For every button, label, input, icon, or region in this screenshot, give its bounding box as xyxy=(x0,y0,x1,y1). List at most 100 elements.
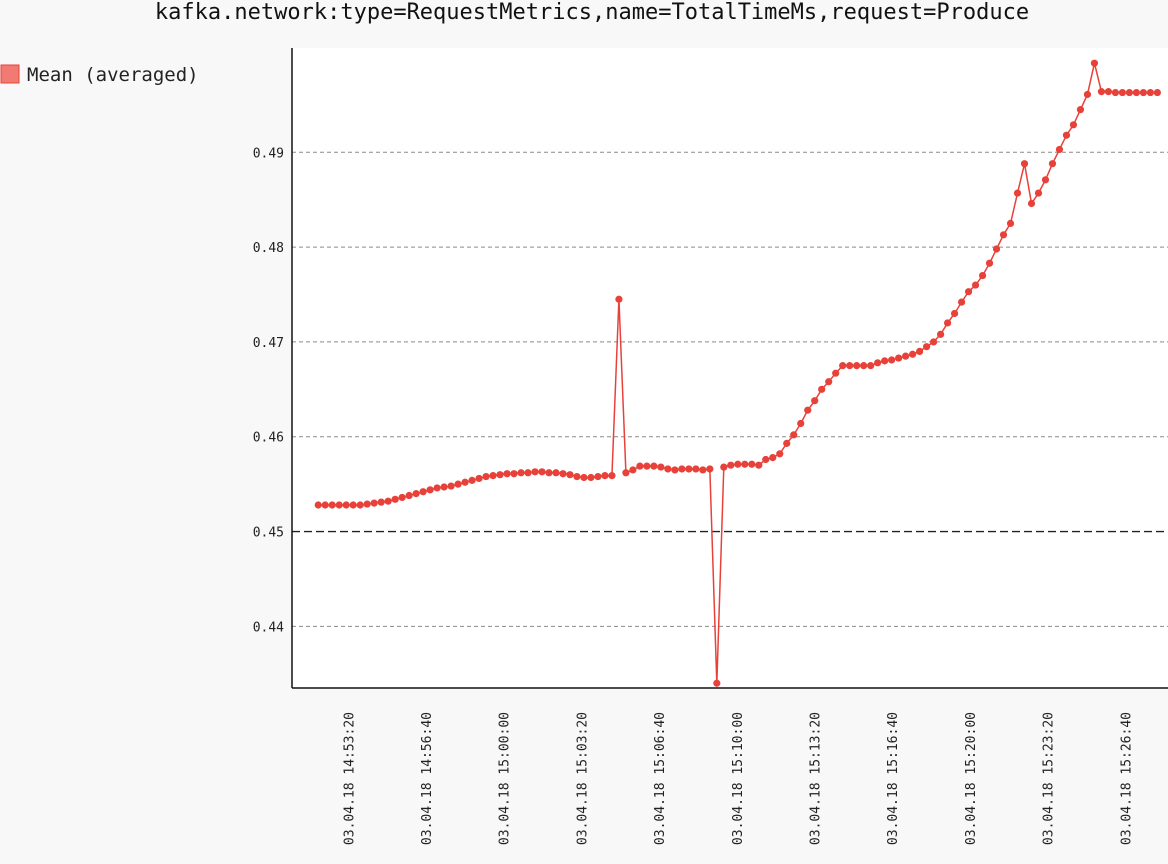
data-point xyxy=(580,473,588,482)
data-point xyxy=(384,497,392,505)
data-point xyxy=(930,338,938,346)
data-point xyxy=(818,385,826,393)
data-point xyxy=(720,463,728,471)
legend: Mean (averaged) xyxy=(0,64,199,86)
data-point xyxy=(762,455,770,464)
data-point xyxy=(943,319,952,327)
data-point xyxy=(846,362,854,370)
data-point xyxy=(853,362,861,370)
data-point xyxy=(370,499,378,507)
x-tick-label: 03.04.18 15:03:20 xyxy=(575,712,590,845)
data-point xyxy=(573,472,581,481)
data-point xyxy=(566,471,574,479)
data-point xyxy=(895,354,903,362)
data-point xyxy=(510,470,518,478)
data-point xyxy=(1006,219,1015,228)
data-point xyxy=(447,482,455,490)
data-point xyxy=(971,281,980,289)
data-point xyxy=(1041,176,1050,184)
data-point xyxy=(517,469,525,477)
data-point xyxy=(398,493,406,502)
data-point xyxy=(636,462,644,470)
data-point xyxy=(363,500,371,508)
data-point xyxy=(1034,189,1043,197)
x-tick-label: 03.04.18 15:23:20 xyxy=(1042,712,1057,845)
x-tick-label: 03.04.18 14:53:20 xyxy=(342,712,357,845)
data-point xyxy=(699,466,707,474)
data-point xyxy=(482,472,490,481)
x-tick-label: 03.04.18 15:06:40 xyxy=(653,712,668,845)
data-point xyxy=(426,486,434,494)
data-point xyxy=(1139,88,1147,97)
data-point xyxy=(433,484,441,492)
data-point xyxy=(587,473,595,482)
x-tick-label: 03.04.18 15:10:00 xyxy=(731,712,746,845)
data-point xyxy=(419,488,427,496)
data-point xyxy=(461,478,469,486)
data-point xyxy=(342,501,350,509)
data-point xyxy=(755,461,763,469)
data-point xyxy=(531,468,539,476)
data-point xyxy=(916,347,924,356)
data-point xyxy=(909,350,917,358)
data-point xyxy=(881,357,889,365)
data-point xyxy=(335,501,343,509)
x-axis-ticks: 03.04.18 14:53:20 03.04.18 14:56:40 03.04.… xyxy=(342,712,1134,845)
data-point xyxy=(992,245,1001,253)
legend-swatch xyxy=(0,64,20,84)
data-point xyxy=(964,288,973,296)
data-point xyxy=(678,465,686,473)
data-point xyxy=(797,419,805,428)
y-tick-label: 0.46 xyxy=(253,431,284,446)
data-point xyxy=(671,466,679,474)
y-tick-label: 0.45 xyxy=(253,526,284,541)
data-point xyxy=(713,679,721,687)
data-point xyxy=(874,359,882,367)
data-point xyxy=(1013,189,1022,197)
data-point xyxy=(999,231,1008,239)
data-point xyxy=(1076,106,1085,114)
data-point xyxy=(1146,88,1154,97)
data-point xyxy=(1062,131,1071,139)
data-point xyxy=(1083,90,1092,99)
data-point xyxy=(412,490,420,498)
data-point xyxy=(489,472,497,480)
data-point xyxy=(468,476,476,484)
data-point xyxy=(706,465,714,473)
y-tick-label: 0.49 xyxy=(253,146,284,161)
data-point xyxy=(622,469,630,477)
data-point xyxy=(685,465,693,473)
data-point xyxy=(1097,88,1106,96)
data-point xyxy=(783,439,791,447)
data-point xyxy=(1125,88,1134,97)
series-mean-averaged xyxy=(314,59,1161,687)
data-point xyxy=(825,378,833,386)
data-point xyxy=(1069,121,1078,129)
data-point xyxy=(503,470,511,478)
data-point xyxy=(601,472,609,480)
data-point xyxy=(734,460,742,468)
x-tick-label: 03.04.18 15:16:40 xyxy=(886,712,901,845)
data-point xyxy=(741,460,749,468)
data-point xyxy=(1132,88,1140,97)
data-point xyxy=(811,397,819,405)
data-point xyxy=(496,471,504,479)
data-point xyxy=(867,362,875,370)
data-point xyxy=(985,259,994,267)
data-point xyxy=(440,483,448,491)
data-point xyxy=(1027,199,1036,208)
data-point xyxy=(790,431,798,439)
chart-title: kafka.network:type=RequestMetrics,name=T… xyxy=(155,0,1029,25)
data-point xyxy=(957,298,966,306)
data-point xyxy=(692,465,700,473)
data-point xyxy=(643,462,651,470)
data-point xyxy=(552,469,560,477)
data-point xyxy=(650,462,658,470)
data-point xyxy=(923,343,931,351)
x-tick-label: 03.04.18 15:13:20 xyxy=(809,712,824,845)
data-point xyxy=(804,406,812,414)
data-point xyxy=(1048,160,1057,168)
data-point xyxy=(950,309,959,318)
data-point xyxy=(888,356,896,364)
